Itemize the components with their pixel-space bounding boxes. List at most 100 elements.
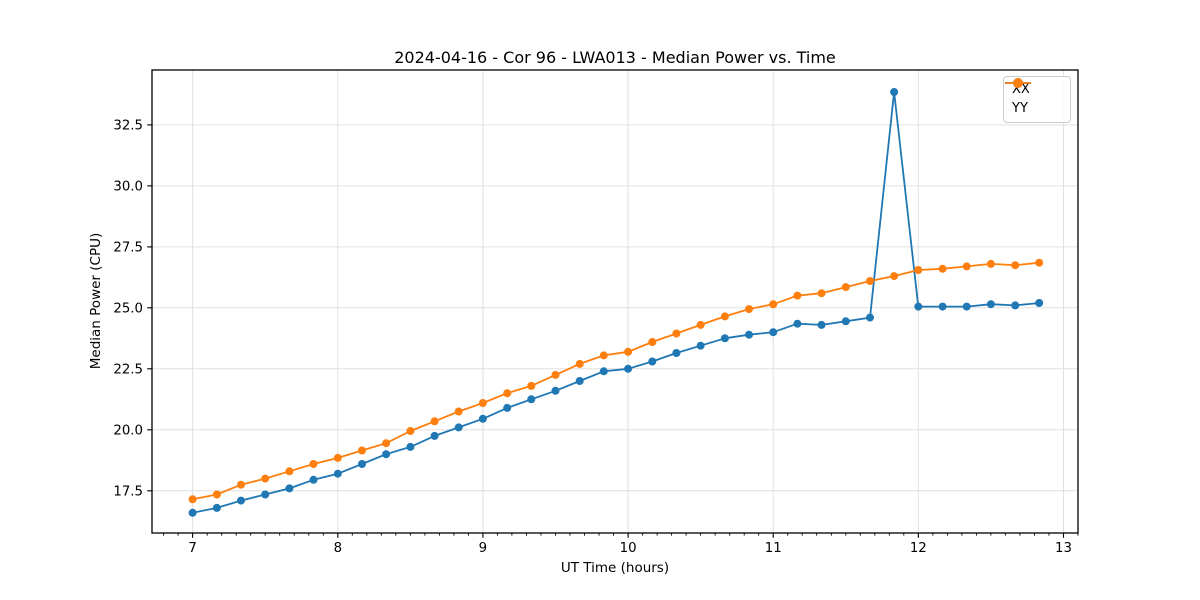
- data-point-yy: [1035, 258, 1044, 267]
- data-point-xx: [406, 442, 415, 451]
- x-tick-label: 13: [1055, 541, 1072, 556]
- x-tick-label: 11: [765, 541, 782, 556]
- data-point-xx: [575, 377, 584, 385]
- data-point-xx: [309, 475, 318, 484]
- data-point-yy: [406, 427, 415, 435]
- data-point-yy: [672, 329, 681, 338]
- data-point-yy: [890, 272, 899, 281]
- x-axis-ticks: 7 8 9 10 11 12 13: [188, 533, 1072, 556]
- data-point-yy: [212, 490, 221, 499]
- data-point-xx: [866, 313, 874, 322]
- data-point-yy: [986, 259, 995, 268]
- data-point-xx: [358, 460, 366, 468]
- x-tick-label: 10: [620, 541, 637, 556]
- data-point-xx: [938, 302, 947, 311]
- data-point-yy: [793, 291, 802, 300]
- data-point-xx: [890, 88, 899, 96]
- data-point-yy: [599, 351, 608, 360]
- data-point-xx: [696, 341, 705, 350]
- plot-border: [151, 69, 1079, 534]
- data-point-yy: [188, 495, 197, 504]
- y-tick-label: 27.5: [113, 241, 143, 256]
- data-point-yy: [551, 370, 560, 379]
- series-line-yy: [192, 261, 1040, 501]
- data-point-yy: [696, 320, 705, 329]
- data-point-yy: [720, 312, 729, 321]
- data-point-xx: [769, 328, 778, 337]
- data-point-xx: [285, 484, 294, 493]
- data-point-yy: [261, 474, 270, 483]
- x-tick-label: 8: [334, 541, 342, 556]
- x-tick-label: 12: [910, 541, 927, 556]
- data-point-xx: [624, 364, 633, 373]
- series-markers-xx: [188, 88, 1044, 517]
- data-point-xx: [793, 319, 802, 328]
- y-tick-label: 30.0: [113, 180, 143, 195]
- data-point-xx: [261, 490, 270, 499]
- y-tick-label: 17.5: [113, 484, 143, 499]
- data-point-xx: [1035, 299, 1044, 307]
- data-point-xx: [1011, 301, 1020, 310]
- data-point-xx: [382, 450, 391, 459]
- data-point-yy: [817, 289, 826, 298]
- data-point-yy: [938, 264, 947, 273]
- data-point-xx: [817, 320, 826, 329]
- data-point-yy: [430, 417, 439, 426]
- data-point-yy: [624, 347, 633, 356]
- x-tick-label: 9: [479, 541, 487, 556]
- series-markers-yy: [188, 258, 1044, 504]
- data-point-xx: [212, 503, 221, 512]
- data-point-xx: [478, 414, 487, 423]
- data-point-xx: [333, 469, 342, 478]
- data-point-xx: [430, 431, 439, 440]
- data-point-yy: [454, 407, 463, 416]
- x-tick-label: 7: [188, 541, 196, 556]
- data-point-yy: [745, 305, 753, 314]
- data-point-yy: [575, 359, 584, 368]
- data-point-xx: [503, 403, 512, 412]
- data-point-xx: [237, 496, 245, 505]
- data-point-yy: [866, 277, 874, 285]
- legend: XX YY: [1003, 76, 1071, 123]
- data-point-yy: [478, 399, 487, 407]
- y-axis-ticks: 17.5 20.0 22.5 25.0 27.5 30.0 32.5: [113, 119, 152, 499]
- data-point-yy: [1011, 261, 1020, 270]
- data-point-xx: [841, 317, 850, 326]
- data-point-yy: [382, 439, 391, 448]
- data-point-xx: [648, 357, 657, 366]
- legend-item-yy: YY: [1005, 78, 1062, 116]
- data-point-xx: [914, 302, 923, 311]
- data-point-xx: [527, 395, 536, 404]
- y-tick-label: 22.5: [113, 362, 143, 377]
- data-point-yy: [333, 453, 342, 462]
- data-point-yy: [237, 480, 245, 489]
- data-point-xx: [672, 349, 681, 357]
- data-point-yy: [648, 338, 657, 346]
- series-line-xx: [192, 91, 1040, 514]
- data-point-xx: [986, 300, 995, 309]
- data-point-xx: [720, 334, 729, 343]
- legend-marker-yy: [1005, 78, 1031, 88]
- y-axis-label: Median Power (CPU): [88, 232, 104, 370]
- data-point-yy: [769, 300, 778, 309]
- data-point-yy: [358, 446, 366, 455]
- data-point-xx: [962, 302, 971, 311]
- data-point-yy: [527, 381, 536, 390]
- data-point-yy: [962, 262, 971, 271]
- y-tick-label: 32.5: [113, 119, 143, 134]
- y-tick-label: 25.0: [113, 301, 143, 316]
- data-point-yy: [309, 460, 318, 468]
- data-point-xx: [551, 386, 560, 395]
- data-point-xx: [454, 423, 463, 432]
- chart-title: 2024-04-16 - Cor 96 - LWA013 - Median Po…: [394, 48, 836, 67]
- data-point-xx: [745, 330, 753, 339]
- data-point-xx: [188, 508, 197, 517]
- x-axis-label: UT Time (hours): [560, 560, 670, 576]
- y-tick-label: 20.0: [113, 423, 143, 438]
- data-point-yy: [503, 389, 512, 398]
- data-point-yy: [914, 266, 923, 274]
- data-point-yy: [841, 283, 850, 292]
- data-point-yy: [285, 467, 294, 476]
